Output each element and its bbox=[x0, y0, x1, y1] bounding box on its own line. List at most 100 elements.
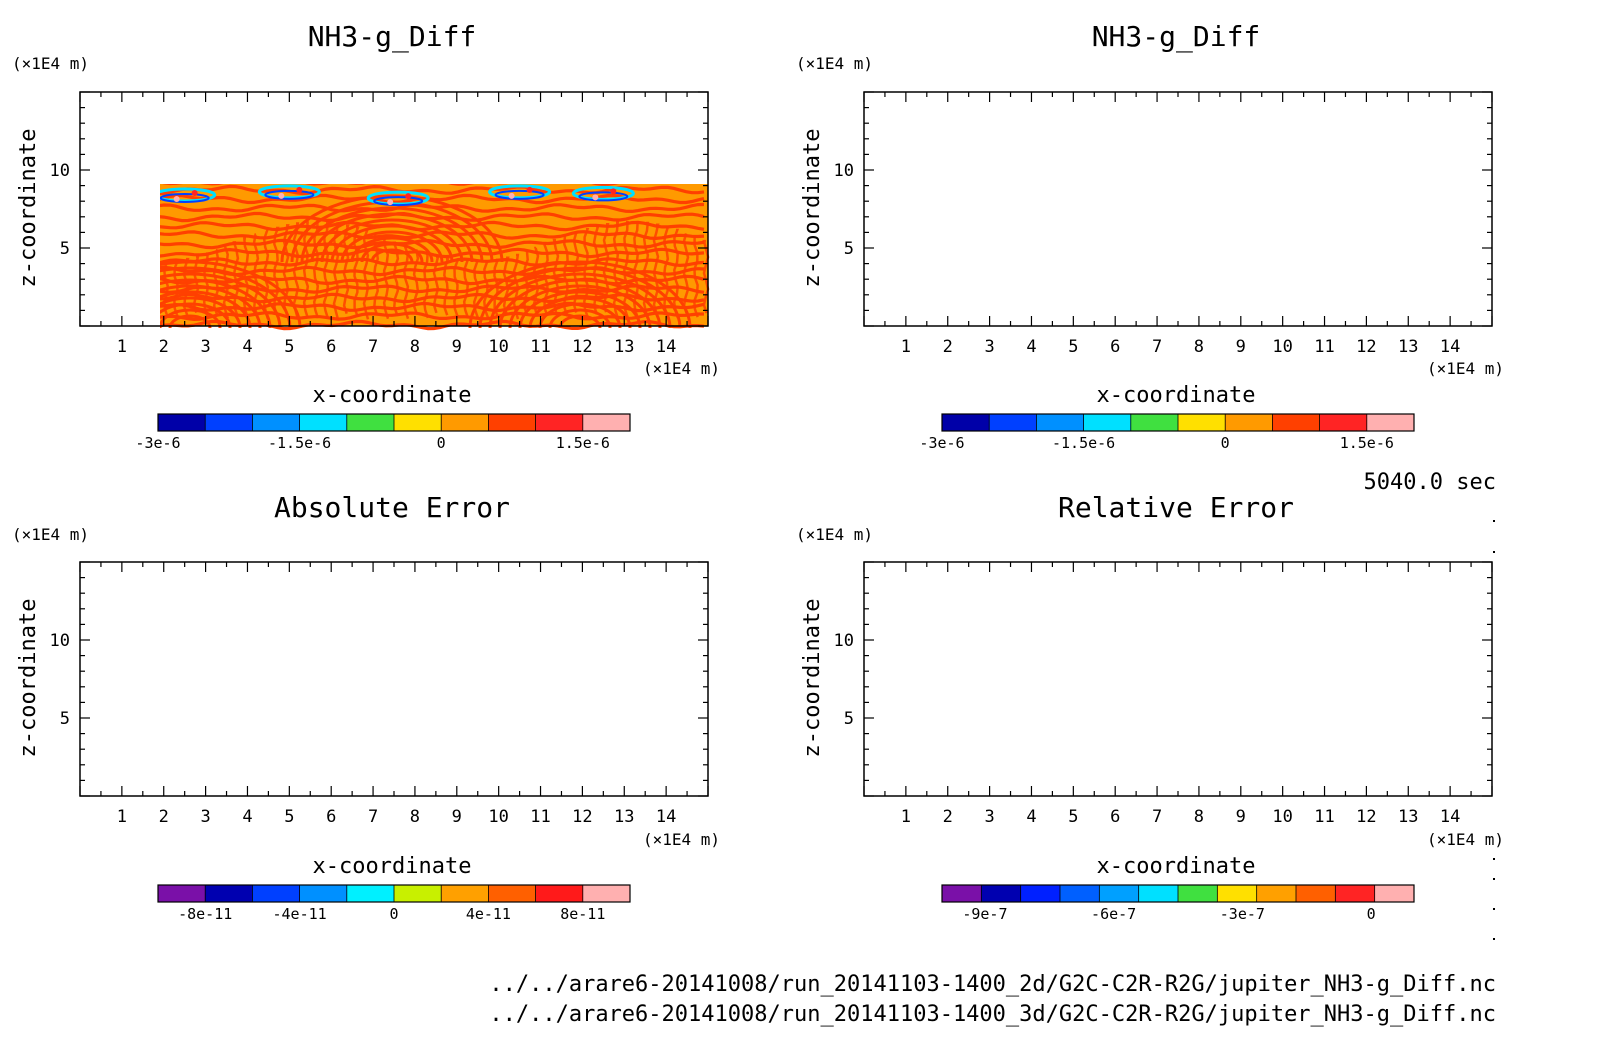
plot-frame bbox=[864, 562, 1492, 796]
colorbar-swatch bbox=[1335, 885, 1375, 902]
x-tick-label: 8 bbox=[410, 337, 420, 357]
panel-title: NH3-g_Diff bbox=[308, 20, 477, 54]
colorbar-tick-label: -1.5e-6 bbox=[268, 434, 331, 452]
x-tick-label: 11 bbox=[1314, 807, 1334, 827]
colorbar-swatch bbox=[441, 414, 489, 431]
colorbar-swatch bbox=[1217, 885, 1257, 902]
x-axis-label: x-coordinate bbox=[313, 854, 472, 879]
colorbar-swatch bbox=[158, 414, 206, 431]
colorbar-swatch bbox=[1296, 885, 1336, 902]
x-tick-label: 5 bbox=[1068, 807, 1078, 827]
colorbar-swatch bbox=[347, 885, 395, 902]
colorbar-swatch bbox=[1225, 414, 1273, 431]
x-tick-label: 4 bbox=[1026, 337, 1036, 357]
colorbar-tick-label: -8e-11 bbox=[178, 905, 232, 923]
colorbar-swatch bbox=[252, 885, 300, 902]
x-tick-label: 13 bbox=[614, 337, 634, 357]
x-axis-label: x-coordinate bbox=[313, 383, 472, 408]
file-path-2: ../../arare6-20141008/run_20141103-1400_… bbox=[489, 1002, 1496, 1027]
x-tick-label: 10 bbox=[488, 807, 508, 827]
colorbar-tick-label: 4e-11 bbox=[466, 905, 511, 923]
colorbar-swatch bbox=[488, 414, 536, 431]
colorbar-tick-label: 8e-11 bbox=[560, 905, 605, 923]
colorbar-swatch bbox=[583, 414, 631, 431]
y-tick-label: 5 bbox=[60, 709, 70, 729]
colorbar-swatch bbox=[205, 414, 253, 431]
colorbar-swatch bbox=[1320, 414, 1368, 431]
colorbar-swatch bbox=[942, 414, 990, 431]
y-axis-label: z-coordinate bbox=[16, 599, 41, 758]
x-tick-label: 10 bbox=[1272, 807, 1292, 827]
colorbar: -3e-6 -1.5e-6 0 1.5e-6 bbox=[919, 414, 1414, 452]
dot bbox=[1493, 938, 1495, 940]
x-tick-label: 2 bbox=[943, 807, 953, 827]
heatmap-field bbox=[80, 92, 708, 329]
colorbar-swatch bbox=[583, 885, 631, 902]
x-tick-label: 10 bbox=[1272, 337, 1292, 357]
x-tick-label: 4 bbox=[1026, 807, 1036, 827]
x-tick-label: 7 bbox=[368, 337, 378, 357]
x-tick-label: 8 bbox=[410, 807, 420, 827]
colorbar-tick-label: -3e-7 bbox=[1220, 905, 1265, 923]
x-tick-label: 5 bbox=[284, 807, 294, 827]
colorbar-swatch bbox=[394, 885, 442, 902]
colorbar-swatch bbox=[1099, 885, 1139, 902]
x-tick-label: 1 bbox=[901, 337, 911, 357]
x-tick-label: 6 bbox=[1110, 807, 1120, 827]
x-tick-label: 11 bbox=[530, 337, 550, 357]
file-path-1: ../../arare6-20141008/run_20141103-1400_… bbox=[489, 972, 1496, 997]
colorbar-swatch bbox=[536, 414, 584, 431]
x-tick-label: 3 bbox=[984, 807, 994, 827]
x-axis-label: x-coordinate bbox=[1097, 854, 1256, 879]
colorbar-swatch bbox=[300, 414, 348, 431]
x-tick-label: 6 bbox=[1110, 337, 1120, 357]
x-tick-label: 2 bbox=[159, 807, 169, 827]
colorbar-swatch bbox=[1367, 414, 1415, 431]
x-tick-label: 14 bbox=[656, 337, 676, 357]
colorbar-swatch bbox=[488, 885, 536, 902]
x-axis-label: x-coordinate bbox=[1097, 383, 1256, 408]
colorbar-swatch bbox=[1060, 885, 1100, 902]
x-tick-label: 9 bbox=[1236, 337, 1246, 357]
anomaly bbox=[939, 189, 999, 202]
x-tick-label: 9 bbox=[452, 807, 462, 827]
colorbar-swatch bbox=[158, 885, 206, 902]
x-tick-label: 1 bbox=[901, 807, 911, 827]
y-unit-label: (×1E4 m) bbox=[12, 54, 89, 73]
colorbar-swatch bbox=[1131, 414, 1179, 431]
x-tick-label: 11 bbox=[1314, 337, 1334, 357]
colorbar-tick-label: -6e-7 bbox=[1091, 905, 1136, 923]
x-tick-label: 6 bbox=[326, 807, 336, 827]
anomaly bbox=[1043, 186, 1103, 199]
x-unit-label: (×1E4 m) bbox=[643, 359, 720, 378]
x-tick-label: 9 bbox=[452, 337, 462, 357]
colorbar-swatch bbox=[441, 885, 489, 902]
x-tick-label: 14 bbox=[1440, 807, 1460, 827]
colorbar-tick-label: -1.5e-6 bbox=[1052, 434, 1115, 452]
x-tick-label: 6 bbox=[326, 337, 336, 357]
colorbar: -9e-7 -6e-7 -3e-7 0 bbox=[942, 885, 1415, 923]
colorbar-tick-label: 0 bbox=[1367, 905, 1376, 923]
x-tick-label: 3 bbox=[200, 807, 210, 827]
x-tick-label: 5 bbox=[284, 337, 294, 357]
dot bbox=[1493, 520, 1495, 522]
x-tick-label: 1 bbox=[117, 337, 127, 357]
colorbar-swatch bbox=[1178, 885, 1218, 902]
y-tick-label: 5 bbox=[60, 239, 70, 259]
x-tick-label: 4 bbox=[242, 337, 252, 357]
panel-title: Absolute Error bbox=[274, 491, 510, 524]
x-unit-label: (×1E4 m) bbox=[1427, 830, 1504, 849]
x-tick-label: 12 bbox=[1356, 337, 1376, 357]
x-tick-label: 11 bbox=[530, 807, 550, 827]
colorbar-swatch bbox=[1084, 414, 1132, 431]
heatmap-field bbox=[864, 92, 1492, 329]
x-tick-label: 12 bbox=[572, 337, 592, 357]
x-tick-label: 13 bbox=[1398, 807, 1418, 827]
x-tick-label: 7 bbox=[1152, 337, 1162, 357]
panel-title: Relative Error bbox=[1058, 491, 1294, 524]
x-tick-label: 3 bbox=[200, 337, 210, 357]
